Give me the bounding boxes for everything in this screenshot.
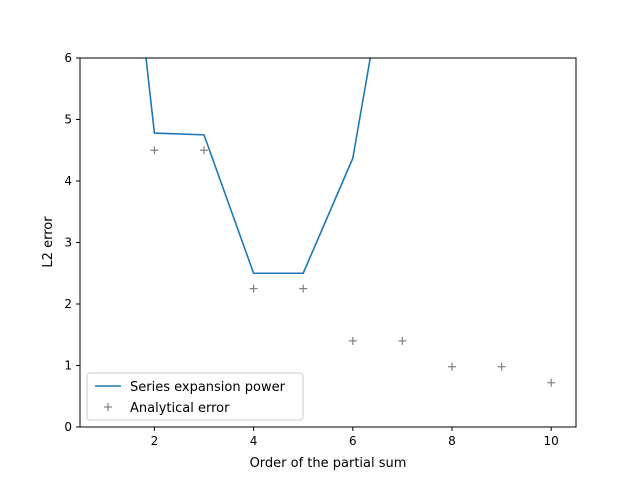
x-tick-label: 10 — [544, 434, 559, 448]
plot-clip-group — [145, 58, 556, 387]
x-tick-label: 4 — [250, 434, 258, 448]
legend-box — [86, 372, 304, 421]
data-point-analytical-error — [299, 284, 308, 293]
data-point-analytical-error — [150, 146, 159, 155]
x-tick-label: 6 — [349, 434, 357, 448]
legend-item: Analytical error — [104, 401, 230, 416]
x-axis: 2 4 6 8 10 — [151, 427, 559, 448]
series-line-series-expansion-power — [145, 58, 372, 275]
data-point-analytical-error — [348, 336, 357, 345]
y-tick-label: 3 — [64, 236, 72, 250]
y-tick-label: 0 — [64, 420, 72, 434]
y-axis-label: L2 error — [41, 216, 56, 268]
x-tick-label: 2 — [151, 434, 159, 448]
data-point-analytical-error — [497, 362, 506, 371]
legend-item: Series expansion power — [95, 380, 286, 395]
legend-label: Series expansion power — [130, 380, 286, 395]
y-tick-label: 1 — [64, 359, 72, 373]
legend-label: Analytical error — [130, 401, 230, 416]
legend: Series expansion power Analytical error — [86, 372, 304, 421]
y-axis: 0 1 2 3 4 5 6 — [64, 51, 80, 434]
x-axis-label: Order of the partial sum — [250, 456, 407, 471]
plot-area — [145, 58, 556, 387]
y-tick-label: 2 — [64, 297, 72, 311]
y-tick-label: 5 — [64, 113, 72, 127]
y-tick-label: 4 — [64, 174, 72, 188]
data-point-analytical-error — [200, 146, 208, 155]
data-point-analytical-error — [547, 378, 556, 387]
data-point-analytical-error — [448, 362, 456, 371]
data-point-analytical-error — [398, 336, 407, 345]
y-tick-label: 6 — [64, 51, 72, 65]
legend-marker-swatch — [104, 403, 112, 411]
x-tick-label: 8 — [448, 434, 456, 448]
data-point-analytical-error — [249, 284, 258, 293]
